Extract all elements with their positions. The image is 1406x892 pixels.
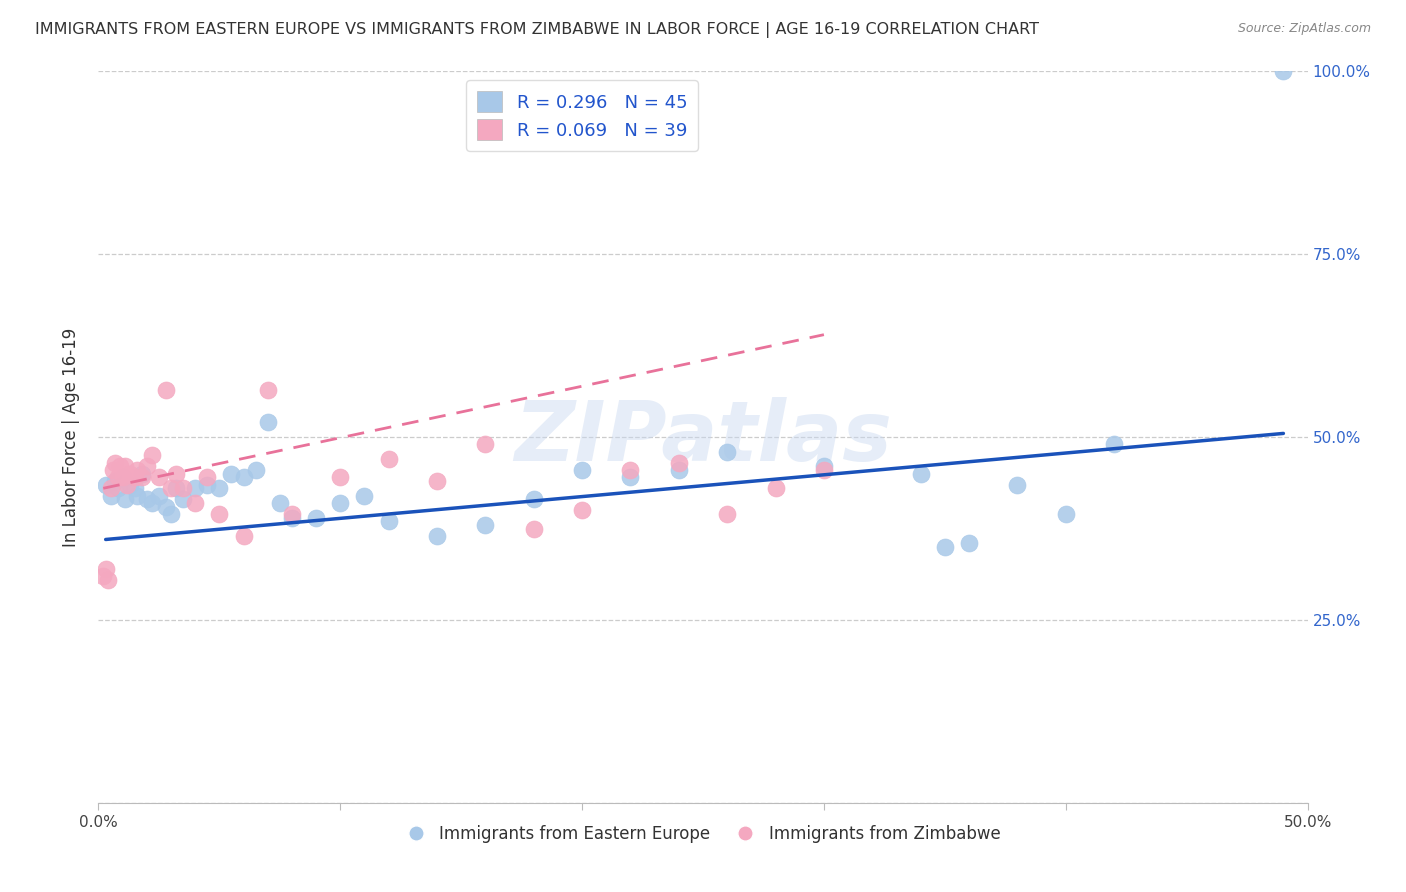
- Point: [104, 474, 127, 488]
- Point: [668, 456, 690, 470]
- Point: [619, 470, 641, 484]
- Point: [111, 470, 134, 484]
- Point: [100, 481, 122, 495]
- Point: [94, 477, 117, 491]
- Point: [329, 496, 352, 510]
- Point: [305, 510, 328, 524]
- Point: [256, 416, 278, 430]
- Point: [165, 467, 187, 481]
- Point: [523, 492, 546, 507]
- Point: [195, 470, 218, 484]
- Point: [184, 481, 207, 495]
- Point: [957, 536, 980, 550]
- Point: [101, 463, 124, 477]
- Point: [114, 492, 136, 507]
- Y-axis label: In Labor Force | Age 16-19: In Labor Force | Age 16-19: [62, 327, 80, 547]
- Point: [668, 463, 690, 477]
- Point: [716, 507, 738, 521]
- Point: [221, 467, 243, 481]
- Point: [107, 481, 129, 495]
- Point: [195, 477, 218, 491]
- Point: [148, 489, 170, 503]
- Point: [97, 573, 120, 587]
- Point: [172, 492, 194, 507]
- Point: [100, 489, 122, 503]
- Point: [107, 470, 129, 484]
- Point: [135, 492, 157, 507]
- Point: [910, 467, 932, 481]
- Point: [377, 514, 399, 528]
- Point: [256, 383, 278, 397]
- Text: ZIPatlas: ZIPatlas: [515, 397, 891, 477]
- Point: [474, 517, 496, 532]
- Point: [426, 474, 449, 488]
- Text: IMMIGRANTS FROM EASTERN EUROPE VS IMMIGRANTS FROM ZIMBABWE IN LABOR FORCE | AGE : IMMIGRANTS FROM EASTERN EUROPE VS IMMIGR…: [35, 22, 1039, 38]
- Point: [232, 529, 254, 543]
- Point: [94, 562, 117, 576]
- Point: [135, 459, 157, 474]
- Point: [426, 529, 449, 543]
- Point: [329, 470, 352, 484]
- Point: [813, 459, 835, 474]
- Point: [184, 496, 207, 510]
- Point: [208, 481, 231, 495]
- Point: [160, 481, 183, 495]
- Point: [765, 481, 787, 495]
- Point: [269, 496, 291, 510]
- Text: Source: ZipAtlas.com: Source: ZipAtlas.com: [1237, 22, 1371, 36]
- Point: [245, 463, 267, 477]
- Point: [111, 470, 134, 484]
- Point: [281, 507, 304, 521]
- Point: [124, 481, 146, 495]
- Point: [155, 500, 177, 514]
- Point: [131, 467, 153, 481]
- Point: [813, 463, 835, 477]
- Point: [91, 569, 114, 583]
- Point: [172, 481, 194, 495]
- Point: [1272, 64, 1295, 78]
- Point: [571, 463, 593, 477]
- Point: [232, 470, 254, 484]
- Point: [1007, 477, 1029, 491]
- Point: [124, 470, 146, 484]
- Point: [619, 463, 641, 477]
- Point: [208, 507, 231, 521]
- Point: [108, 459, 131, 474]
- Point: [127, 463, 149, 477]
- Point: [117, 477, 139, 491]
- Point: [716, 444, 738, 458]
- Point: [141, 448, 163, 462]
- Point: [1054, 507, 1077, 521]
- Point: [523, 521, 546, 535]
- Point: [377, 452, 399, 467]
- Point: [155, 383, 177, 397]
- Point: [127, 489, 149, 503]
- Point: [281, 510, 304, 524]
- Point: [114, 459, 136, 474]
- Point: [148, 470, 170, 484]
- Point: [934, 540, 956, 554]
- Point: [118, 467, 141, 481]
- Point: [165, 481, 187, 495]
- Point: [141, 496, 163, 510]
- Point: [131, 470, 153, 484]
- Point: [353, 489, 375, 503]
- Point: [1102, 437, 1125, 451]
- Point: [118, 477, 141, 491]
- Point: [571, 503, 593, 517]
- Point: [160, 507, 183, 521]
- Legend: Immigrants from Eastern Europe, Immigrants from Zimbabwe: Immigrants from Eastern Europe, Immigran…: [399, 818, 1007, 849]
- Point: [104, 456, 127, 470]
- Point: [474, 437, 496, 451]
